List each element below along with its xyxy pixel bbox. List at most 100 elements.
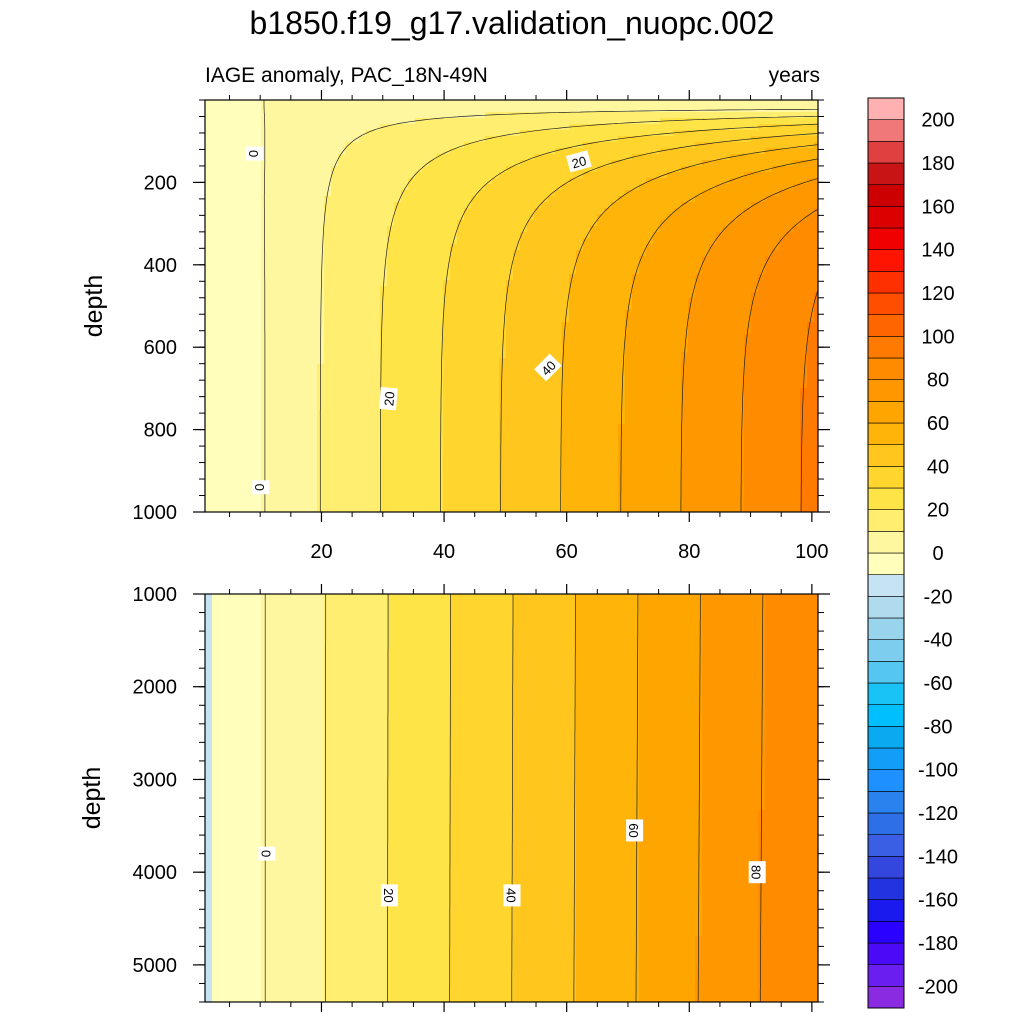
colorbar-swatch: [867, 704, 905, 727]
colorbar-tick-label: 40: [927, 456, 949, 478]
colorbar-swatch: [867, 184, 905, 207]
upper-panel-contour-labels: 0 20 20 40 0: [246, 146, 592, 495]
colorbar-swatch: [867, 639, 905, 662]
colorbar-tick-label: 120: [921, 283, 954, 305]
chart-title: b1850.f19_g17.validation_nuopc.002: [250, 5, 775, 41]
colorbar-tick-label: -140: [918, 846, 958, 868]
colorbar-swatch: [867, 249, 905, 272]
colorbar-tick-label: 20: [927, 500, 949, 522]
colorbar-swatch: [867, 986, 905, 1009]
colorbar-tick-label: 160: [921, 196, 954, 218]
colorbar-tick-label: 60: [927, 413, 949, 435]
colorbar-swatch: [867, 899, 905, 922]
contour-label: 60: [626, 819, 644, 842]
colorbar-swatch: [867, 141, 905, 164]
upper-panel-frame: [204, 99, 819, 513]
x-tick-label: 40: [433, 541, 455, 563]
colorbar-swatch: [867, 942, 905, 965]
deep-panel-contour-lines: [264, 594, 764, 1002]
colorbar-swatch: [867, 596, 905, 619]
colorbar-swatch: [867, 379, 905, 402]
colorbar-swatch: [867, 292, 905, 315]
contour-label: 20: [565, 150, 592, 173]
colorbar-swatch: [867, 877, 905, 900]
y-tick-label: 1000: [133, 584, 178, 606]
colorbar-swatch: [867, 227, 905, 250]
colorbar-swatch: [867, 336, 905, 359]
colorbar-swatch: [867, 921, 905, 944]
colorbar-tick-label: 0: [932, 543, 943, 565]
colorbar-swatch: [867, 769, 905, 792]
colorbar-swatch: [867, 314, 905, 337]
colorbar-swatch: [867, 964, 905, 987]
colorbar-tick-label: -60: [924, 673, 953, 695]
y-tick-label: 5000: [133, 955, 178, 977]
colorbar-swatch: [867, 487, 905, 510]
deep-panel-ticks: 1000 2000 3000 4000 5000: [133, 584, 830, 1012]
upper-panel-contour-lines: [263, 100, 818, 512]
upper-panel-fill: [205, 100, 818, 512]
chart-units-string: years: [769, 64, 820, 87]
colorbar-swatch: [867, 357, 905, 380]
colorbar-swatch: [867, 444, 905, 467]
deep-panel-fill: [205, 594, 818, 1002]
colorbar-swatch: [867, 856, 905, 879]
y-tick-label: 3000: [133, 769, 178, 791]
x-tick-label: 60: [556, 541, 578, 563]
contour-label: 0: [258, 846, 276, 861]
colorbar-tick-label: -40: [924, 630, 953, 652]
contour-label: 80: [748, 861, 766, 884]
x-tick-label: 20: [310, 541, 332, 563]
colorbar-swatch: [867, 726, 905, 749]
colorbar-tick-label: 100: [921, 326, 954, 348]
colorbar-swatch: [867, 747, 905, 770]
y-tick-label: 600: [144, 337, 177, 359]
chart-left-string: IAGE anomaly, PAC_18N-49N: [205, 64, 488, 87]
y-tick-label: 1000: [133, 502, 178, 524]
deep-panel-ylabel: depth: [78, 767, 106, 830]
colorbar-swatch: [867, 812, 905, 835]
colorbar-swatch: [867, 119, 905, 142]
y-tick-label: 400: [144, 255, 177, 277]
colorbar-swatch: [867, 401, 905, 424]
colorbar-frame: [867, 97, 905, 1009]
colorbar-swatch: [867, 422, 905, 445]
y-tick-label: 800: [144, 420, 177, 442]
colorbar-swatch: [867, 466, 905, 489]
colorbar-swatch: [867, 97, 905, 120]
colorbar-tick-label: 140: [921, 240, 954, 262]
contour-label: 40: [534, 353, 562, 382]
colorbar-tick-label: 180: [921, 153, 954, 175]
contour-label: 40: [503, 884, 521, 907]
colorbar-swatch: [867, 834, 905, 857]
upper-panel-ylabel: depth: [80, 275, 108, 338]
colorbar-swatch: [867, 206, 905, 229]
deep-panel-contour-labels: 0 20 40 60 80: [258, 819, 766, 907]
contour-label: 20: [378, 386, 398, 411]
colorbar-swatch: [867, 552, 905, 575]
colorbar-swatch: [867, 574, 905, 597]
contour-label: 0: [252, 480, 270, 495]
colorbar-tick-label: -120: [918, 803, 958, 825]
colorbar-swatch: [867, 617, 905, 640]
contour-lines: [263, 100, 818, 512]
colorbar-tick-label: -20: [924, 586, 953, 608]
y-tick-label: 2000: [133, 677, 178, 699]
colorbar-tick-label: -160: [918, 890, 958, 912]
colorbar-swatch: [867, 791, 905, 814]
colorbar-tick-label: -80: [924, 716, 953, 738]
y-tick-label: 4000: [133, 862, 178, 884]
colorbar-swatch: [867, 271, 905, 294]
colorbar-tick-label: -100: [918, 760, 958, 782]
contour-label: 20: [380, 884, 398, 907]
colorbar-tick-label: -200: [918, 976, 958, 998]
x-tick-label: 80: [678, 541, 700, 563]
colorbar-swatch: [867, 682, 905, 705]
colorbar-swatch: [867, 661, 905, 684]
colorbar-swatch: [867, 509, 905, 532]
deep-depth-panel: 0 20 40 60 80 1000 2000 3000 4000 5000 depth: [78, 584, 830, 1012]
colorbar-tick-label: -180: [918, 933, 958, 955]
